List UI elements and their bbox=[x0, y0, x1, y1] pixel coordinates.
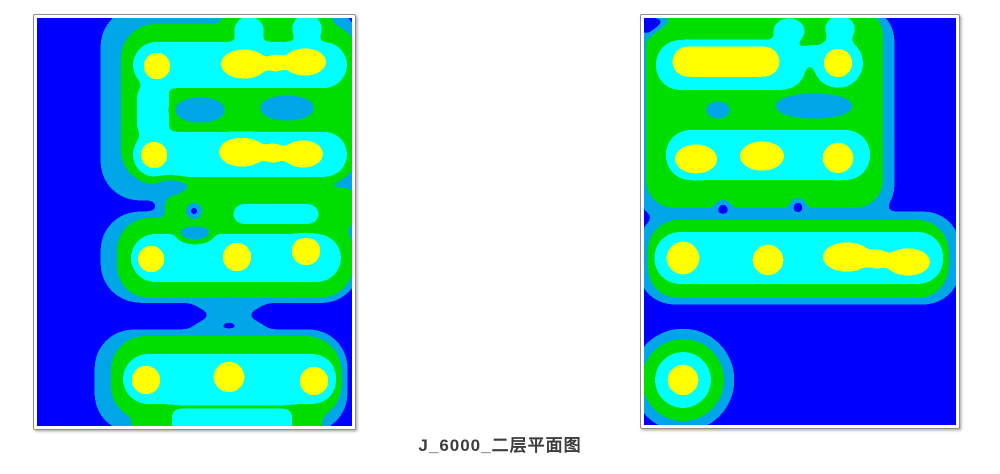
figure-caption: J_6000_二层平面图 bbox=[418, 436, 582, 455]
heatmap-panel-right bbox=[640, 14, 960, 429]
heatmap-panel-left bbox=[33, 14, 356, 430]
coverage-heatmap-right bbox=[644, 18, 956, 425]
coverage-heatmap-left bbox=[37, 18, 352, 426]
